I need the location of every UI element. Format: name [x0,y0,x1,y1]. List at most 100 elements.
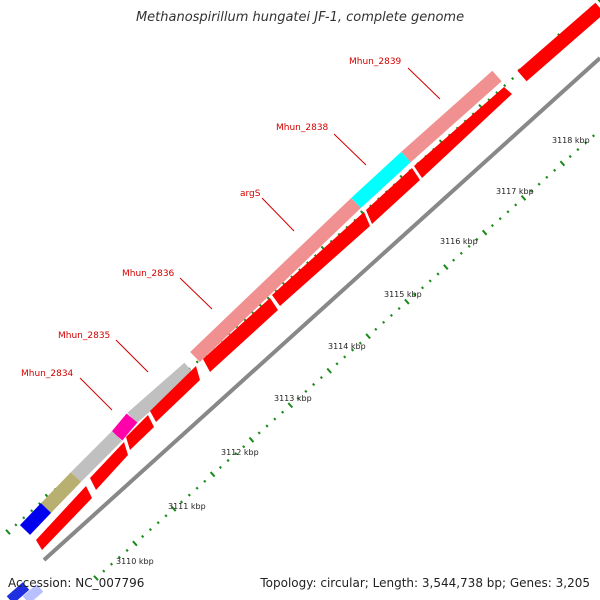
ruler-tick-minor [195,486,199,490]
gene-grey-2[interactable] [71,431,122,482]
ruler-tick-minor [553,168,557,172]
ruler-tick-minor [218,465,222,469]
gene-reverse-5[interactable] [150,366,200,422]
gene-label-mhun-2834[interactable]: Mhun_2834 [21,369,74,379]
ruler-label: 3117 kbp [496,187,534,196]
ruler-tick-major [481,229,488,236]
ruler-tick-major [132,540,138,547]
reverse-strand-track [36,2,600,550]
ruler-tick-major [404,298,410,305]
forward-tick-minor [503,84,507,88]
ruler-tick-minor [413,293,417,297]
ruler-tick-major [287,402,294,409]
gene-lightblue-lower[interactable] [22,584,44,600]
leader-mhun-2838 [333,133,367,166]
ruler-tick-minor [203,479,207,483]
ruler-tick-minor [506,210,510,214]
ruler-label: 3111 kbp [168,502,206,511]
ruler-tick-major [209,471,216,478]
topology-text: Topology: circular; Length: 3,544,738 bp… [260,576,590,590]
gene-reverse-7[interactable] [90,442,128,490]
ruler-tick-major [326,367,332,374]
gene-mhun-2838-cyan[interactable] [351,151,411,209]
ruler-tick-minor [265,424,269,428]
gene-label-mhun-2838[interactable]: Mhun_2838 [276,123,329,133]
ruler-tick-minor [343,355,347,359]
forward-tick-minor [511,77,515,81]
leader-mhun-2834 [79,377,113,411]
gene-reverse-2[interactable] [366,168,420,224]
gene-reverse-8[interactable] [36,486,92,550]
gene-reverse-top[interactable] [517,2,600,82]
ruler-label: 3116 kbp [440,237,478,246]
forward-tick-major [5,529,11,535]
ruler-tick-minor [102,569,106,573]
ruler-tick-minor [273,417,277,421]
ruler-tick-minor [459,251,463,255]
ruler-label: 3112 kbp [221,448,259,457]
ruler-label: 3114 kbp [328,342,366,351]
ruler-tick-minor [374,327,378,331]
forward-tick-minor [22,516,26,520]
ruler-tick-minor [545,175,549,179]
map-title: Methanospirillum hungatei JF-1, complete… [135,10,465,25]
forward-tick-minor [266,296,270,300]
gene-label-mhun-2839[interactable]: Mhun_2839 [349,57,402,67]
gene-blue[interactable] [19,503,52,535]
ruler-tick-minor [475,237,479,241]
gene-blue-lower[interactable] [6,582,30,600]
ruler-label: 3110 kbp [116,557,154,566]
ruler-tick-minor [498,217,502,221]
ruler-tick-major [93,575,99,581]
ruler-tick-major [443,264,449,270]
ruler-tick-minor [568,154,572,159]
leader-args [261,197,295,232]
leader-mhun-2839 [407,67,441,100]
ruler-tick-minor [281,410,285,414]
gene-reverse-4[interactable] [203,298,278,372]
ruler-label: 3118 kbp [552,136,590,145]
ruler-tick-minor [242,445,246,449]
ruler-tick-minor [141,534,145,539]
ruler-tick-minor [335,362,339,366]
leader-mhun-2835 [115,339,149,373]
label-leader-lines [79,67,441,411]
ruler-tick-major [248,436,255,443]
gene-reverse-6[interactable] [126,415,154,450]
gene-args-forward[interactable] [190,197,361,363]
ruler-tick-minor [490,224,494,228]
gene-olive[interactable] [40,472,82,513]
ruler-tick-minor [304,389,308,393]
ruler-tick-marks [93,134,596,581]
forward-strand-track [6,70,502,600]
gene-mhun-2839-forward[interactable] [401,70,502,163]
genome-backbone [42,56,600,562]
gene-reverse-3[interactable] [272,212,370,306]
ruler-tick-minor [187,493,191,497]
ruler-tick-minor [436,272,440,276]
ruler-tick-minor [576,148,580,152]
ruler-tick-minor [514,203,518,207]
ruler-tick-major [520,195,527,201]
gene-label-mhun-2836[interactable]: Mhun_2836 [122,269,175,279]
ruler-tick-minor [420,286,425,290]
ruler-tick-minor [312,382,316,387]
ruler-tick-major [365,333,371,340]
gene-label-args[interactable]: argS [240,189,261,199]
ruler-tick-minor [156,521,160,525]
ruler-tick-minor [452,258,456,262]
ruler-tick-minor [467,244,471,248]
ruler-labels: 3110 kbp 3111 kbp 3112 kbp 3113 kbp 3114… [116,136,590,566]
gene-reverse-1[interactable] [414,87,512,178]
ruler-tick-minor [529,189,533,193]
gene-label-mhun-2835[interactable]: Mhun_2835 [58,331,110,341]
ruler-tick-minor [117,555,121,559]
gene-labels: Mhun_2839 Mhun_2838 argS Mhun_2836 Mhun_… [21,57,402,379]
ruler-tick-minor [234,452,238,456]
gene-grey-1[interactable] [127,362,194,424]
ruler-tick-minor [428,279,432,283]
ruler-tick-minor [148,528,152,532]
ruler-label: 3115 kbp [384,290,422,299]
gene-mhun-2835-magenta[interactable] [111,413,138,441]
